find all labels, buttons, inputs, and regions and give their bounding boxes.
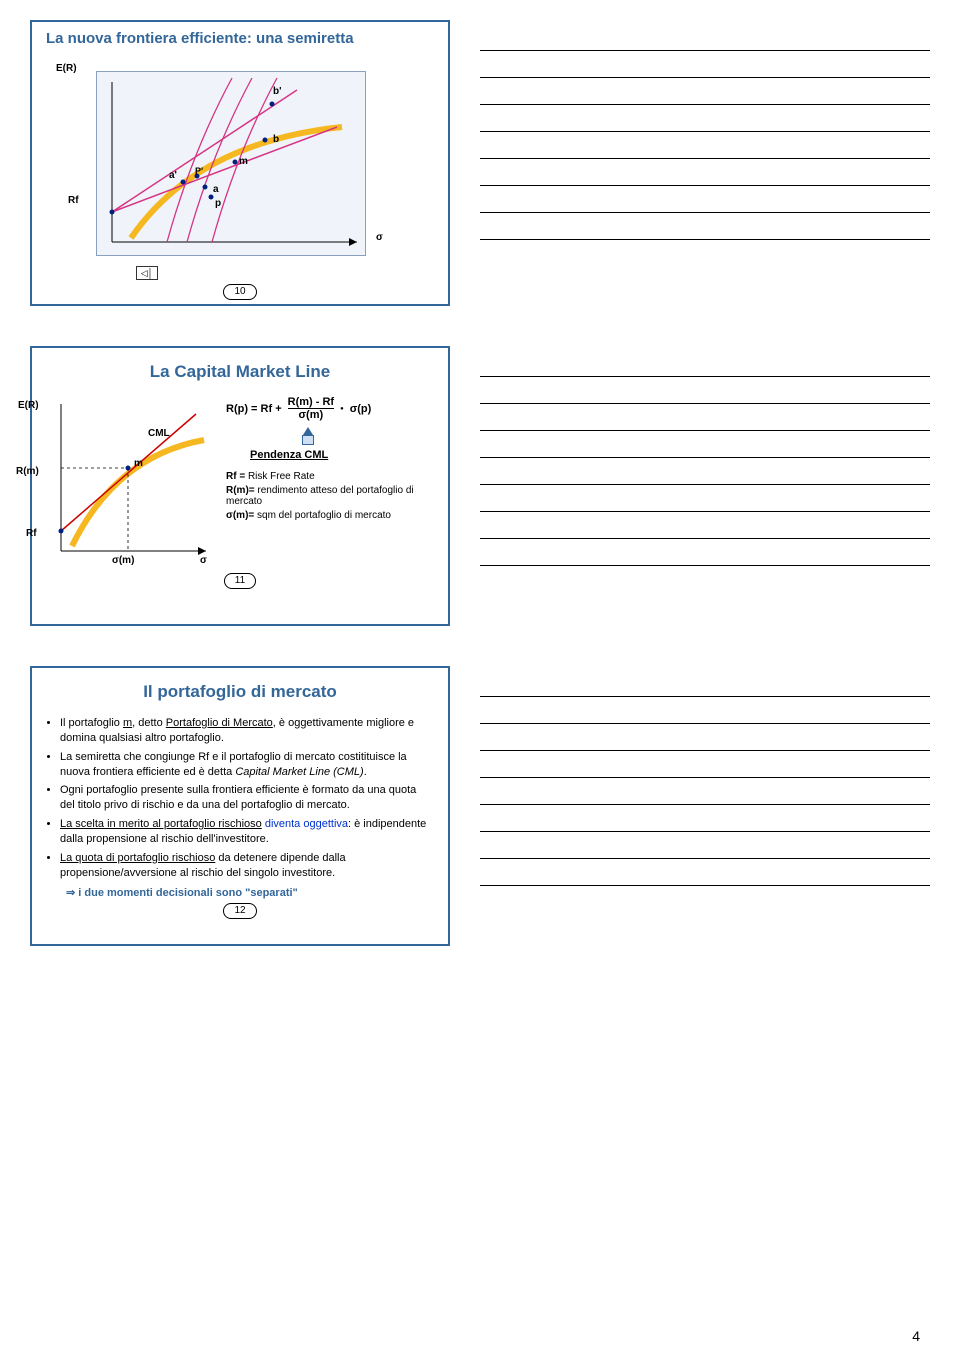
slide2-title: La Capital Market Line	[46, 362, 434, 382]
slide1-title: La nuova frontiera efficiente: una semir…	[46, 30, 434, 47]
bullet-3: La scelta in merito al portafoglio risch…	[60, 817, 434, 847]
svg-text:p: p	[215, 198, 221, 209]
row-slide-1: La nuova frontiera efficiente: una semir…	[30, 20, 930, 306]
notes-slide-2	[480, 346, 930, 626]
arrow-up-icon	[303, 427, 313, 435]
leg0v: Risk Free Rate	[248, 471, 315, 482]
slide1-chart: b' b a' m P' a p	[96, 71, 366, 256]
panel-slide-2: La Capital Market Line E(R) R(m) Rf	[30, 346, 450, 626]
slide2-rm: R(m)	[16, 466, 39, 477]
svg-text:a: a	[213, 184, 219, 195]
slide2-legend: Rf = Risk Free Rate R(m)= rendimento att…	[226, 471, 434, 521]
slide2-rf: Rf	[26, 528, 37, 539]
page-number: 4	[912, 1328, 920, 1344]
leg1v: rendimento atteso del portafoglio di mer…	[226, 485, 414, 507]
svg-text:b: b	[273, 134, 279, 145]
slide3-title: Il portafoglio di mercato	[46, 682, 434, 702]
formula-den: σ(m)	[288, 408, 334, 421]
rewind-icon[interactable]: ◁│	[136, 266, 158, 280]
slide1-ylabel: E(R)	[56, 63, 77, 74]
slide2-num: 11	[224, 573, 256, 589]
arrow-box-icon	[302, 435, 314, 445]
bullet-1: La semiretta che congiunge Rf e il porta…	[60, 750, 434, 780]
svg-text:σ(m): σ(m)	[112, 555, 134, 566]
svg-text:m: m	[134, 458, 143, 469]
slide2-formula: R(p) = Rf + R(m) - Rf σ(m) ● σ(p)	[226, 396, 434, 421]
notes-slide-3	[480, 666, 930, 946]
row-slide-2: La Capital Market Line E(R) R(m) Rf	[30, 346, 930, 626]
slide2-ylabel: E(R)	[18, 400, 39, 411]
leg2k: σ(m)=	[226, 510, 254, 521]
pendenza-label: Pendenza CML	[250, 449, 434, 461]
leg2v: sqm del portafoglio di mercato	[257, 510, 391, 521]
panel-slide-3: Il portafoglio di mercato Il portafoglio…	[30, 666, 450, 946]
formula-rhs: σ(p)	[350, 403, 372, 415]
slide1-xlabel: σ	[376, 232, 383, 243]
svg-text:a': a'	[169, 170, 177, 181]
formula-num: R(m) - Rf	[288, 396, 334, 408]
slide2-svg: CML m σ(m) σ	[46, 396, 216, 566]
slide3-bullets: Il portafoglio m, detto Portafoglio di M…	[46, 716, 434, 880]
bullet-4: La quota di portafoglio rischioso da det…	[60, 851, 434, 881]
row-slide-3: Il portafoglio di mercato Il portafoglio…	[30, 666, 930, 946]
bullet-2: Ogni portafoglio presente sulla frontier…	[60, 783, 434, 813]
bullet-0: Il portafoglio m, detto Portafoglio di M…	[60, 716, 434, 746]
slide3-num: 12	[223, 903, 256, 919]
slide1-svg: b' b a' m P' a p	[97, 72, 367, 257]
slide3-conclusion: ⇒ i due momenti decisionali sono "separa…	[66, 886, 434, 899]
notes-slide-1	[480, 20, 930, 306]
svg-text:CML: CML	[148, 428, 170, 439]
svg-text:P': P'	[195, 166, 203, 176]
panel-slide-1: La nuova frontiera efficiente: una semir…	[30, 20, 450, 306]
slide2-right: R(p) = Rf + R(m) - Rf σ(m) ● σ(p) Penden…	[226, 396, 434, 569]
formula-lhs: R(p) = Rf +	[226, 403, 282, 415]
svg-text:m: m	[239, 156, 248, 167]
svg-text:σ: σ	[200, 555, 207, 566]
slide1-num: 10	[223, 284, 256, 300]
leg0k: Rf =	[226, 471, 245, 482]
slide1-rf: Rf	[68, 195, 79, 206]
svg-text:b': b'	[273, 86, 282, 97]
leg1k: R(m)=	[226, 485, 255, 496]
